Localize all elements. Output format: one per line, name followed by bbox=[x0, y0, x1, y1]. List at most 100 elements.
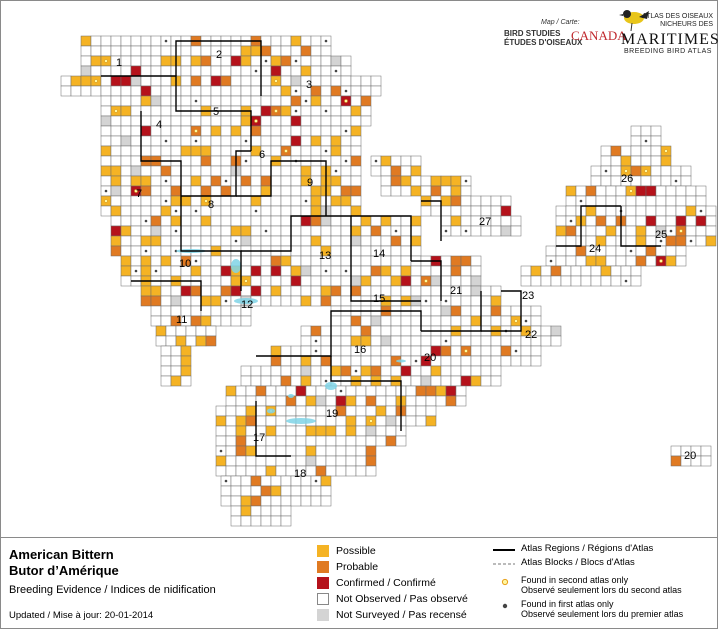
atlas-block bbox=[355, 455, 367, 467]
atlas-block bbox=[230, 55, 242, 67]
first-atlas-marker bbox=[579, 199, 583, 203]
atlas-block bbox=[325, 465, 337, 477]
atlas-block bbox=[390, 315, 402, 327]
atlas-block bbox=[500, 205, 512, 217]
atlas-block bbox=[160, 235, 172, 247]
atlas-block bbox=[370, 315, 382, 327]
atlas-block bbox=[210, 235, 222, 247]
atlas-block bbox=[490, 295, 502, 307]
atlas-block bbox=[230, 275, 242, 287]
atlas-block bbox=[320, 475, 332, 487]
atlas-block bbox=[550, 325, 562, 337]
atlas-block bbox=[310, 355, 322, 367]
atlas-block bbox=[170, 285, 182, 297]
atlas-block bbox=[230, 115, 242, 127]
atlas-block bbox=[100, 155, 112, 167]
atlas-block bbox=[220, 45, 232, 57]
atlas-block bbox=[445, 385, 457, 397]
atlas-block bbox=[370, 325, 382, 337]
atlas-block bbox=[380, 355, 392, 367]
atlas-block bbox=[140, 235, 152, 247]
atlas-block bbox=[630, 275, 642, 287]
atlas-block bbox=[620, 145, 632, 157]
atlas-block bbox=[605, 215, 617, 227]
atlas-block bbox=[390, 235, 402, 247]
atlas-block bbox=[150, 315, 162, 327]
region-label-24: 24 bbox=[589, 243, 601, 255]
map-panel[interactable]: 1 2 3 4 5 6 7 8 9 10 11 12 13 14 15 16 17 18 19 20 21 22 23 24 2… bbox=[0, 0, 719, 539]
first-atlas-marker bbox=[424, 299, 428, 303]
lake bbox=[325, 382, 337, 390]
atlas-block bbox=[555, 215, 567, 227]
atlas-block bbox=[350, 135, 362, 147]
atlas-block bbox=[705, 235, 717, 247]
atlas-block bbox=[250, 105, 262, 117]
atlas-block bbox=[90, 35, 102, 47]
second-atlas-marker bbox=[424, 279, 428, 283]
atlas-block bbox=[595, 195, 607, 207]
region-label-20: 20 bbox=[424, 352, 436, 364]
atlas-block bbox=[245, 405, 257, 417]
atlas-block bbox=[205, 335, 217, 347]
atlas-block bbox=[240, 165, 252, 177]
atlas-block bbox=[685, 215, 697, 227]
atlas-block bbox=[555, 225, 567, 237]
first-atlas-marker bbox=[569, 219, 573, 223]
atlas-block bbox=[560, 275, 572, 287]
atlas-block bbox=[410, 235, 422, 247]
atlas-block bbox=[100, 45, 112, 57]
atlas-block bbox=[520, 305, 532, 317]
atlas-block bbox=[640, 145, 652, 157]
atlas-block bbox=[280, 95, 292, 107]
atlas-block bbox=[70, 85, 82, 97]
atlas-block bbox=[355, 385, 367, 397]
atlas-block bbox=[300, 375, 312, 387]
first-atlas-marker bbox=[194, 209, 198, 213]
atlas-block bbox=[480, 375, 492, 387]
atlas-block bbox=[310, 145, 322, 157]
atlas-block bbox=[350, 235, 362, 247]
atlas-block bbox=[165, 325, 177, 337]
first-atlas-marker bbox=[254, 69, 258, 73]
atlas-block bbox=[450, 295, 462, 307]
atlas-block bbox=[440, 195, 452, 207]
atlas-block bbox=[330, 115, 342, 127]
atlas-block bbox=[265, 435, 277, 447]
atlas-block bbox=[410, 265, 422, 277]
atlas-block bbox=[310, 75, 322, 87]
atlas-block bbox=[695, 215, 707, 227]
atlas-block bbox=[280, 175, 292, 187]
atlas-block bbox=[130, 125, 142, 137]
atlas-block bbox=[290, 115, 302, 127]
atlas-block bbox=[365, 445, 377, 457]
first-atlas-marker bbox=[334, 69, 338, 73]
atlas-block bbox=[655, 195, 667, 207]
atlas-block bbox=[245, 445, 257, 457]
atlas-block bbox=[490, 195, 502, 207]
atlas-block bbox=[460, 195, 472, 207]
atlas-block bbox=[170, 235, 182, 247]
atlas-block bbox=[260, 375, 272, 387]
atlas-block bbox=[190, 45, 202, 57]
atlas-block bbox=[540, 265, 552, 277]
atlas-block bbox=[350, 315, 362, 327]
atlas-block bbox=[220, 85, 232, 97]
atlas-block bbox=[400, 375, 412, 387]
second-atlas-marker bbox=[659, 259, 663, 263]
atlas-block bbox=[150, 225, 162, 237]
atlas-block bbox=[400, 185, 412, 197]
atlas-block bbox=[225, 405, 237, 417]
atlas-block bbox=[100, 65, 112, 77]
atlas-block bbox=[500, 195, 512, 207]
atlas-block bbox=[565, 185, 577, 197]
atlas-block bbox=[230, 225, 242, 237]
atlas-block bbox=[605, 185, 617, 197]
atlas-block bbox=[330, 235, 342, 247]
atlas-block bbox=[260, 175, 272, 187]
atlas-block bbox=[280, 65, 292, 77]
atlas-block bbox=[210, 125, 222, 137]
atlas-block bbox=[450, 225, 462, 237]
atlas-block bbox=[120, 275, 132, 287]
atlas-block bbox=[140, 165, 152, 177]
